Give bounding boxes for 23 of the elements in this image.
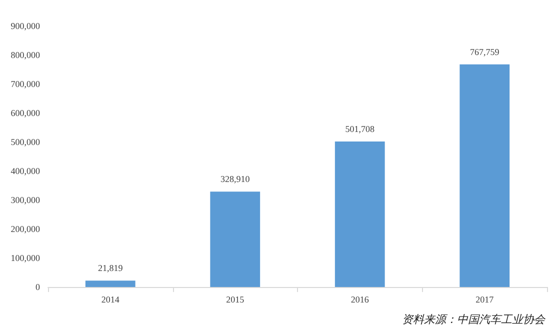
y-tick-label: 600,000 xyxy=(10,108,40,118)
x-tick-label: 2017 xyxy=(476,294,494,304)
y-tick-label: 200,000 xyxy=(10,224,40,234)
bar xyxy=(85,280,136,287)
data-label: 328,910 xyxy=(220,174,250,184)
x-tick-label: 2014 xyxy=(101,294,120,304)
y-tick-label: 900,000 xyxy=(10,21,40,31)
y-tick-label: 0 xyxy=(36,282,40,292)
bar xyxy=(210,192,260,287)
x-tick-label: 2016 xyxy=(350,294,370,304)
y-tick-label: 700,000 xyxy=(10,79,40,89)
y-tick-label: 300,000 xyxy=(10,195,40,205)
data-label: 767,759 xyxy=(470,46,500,57)
bar xyxy=(460,64,510,287)
y-tick-label: 100,000 xyxy=(10,253,40,263)
x-tick-label: 2015 xyxy=(226,294,245,304)
bar xyxy=(334,142,385,287)
data-label: 21,819 xyxy=(98,263,124,274)
y-tick-label: 500,000 xyxy=(10,137,40,147)
text: 资料来源：中国汽车工业协会 xyxy=(402,313,546,326)
y-tick-label: 800,000 xyxy=(10,50,40,60)
data-label: 501,708 xyxy=(345,124,375,134)
y-tick-label: 400,000 xyxy=(10,166,40,176)
